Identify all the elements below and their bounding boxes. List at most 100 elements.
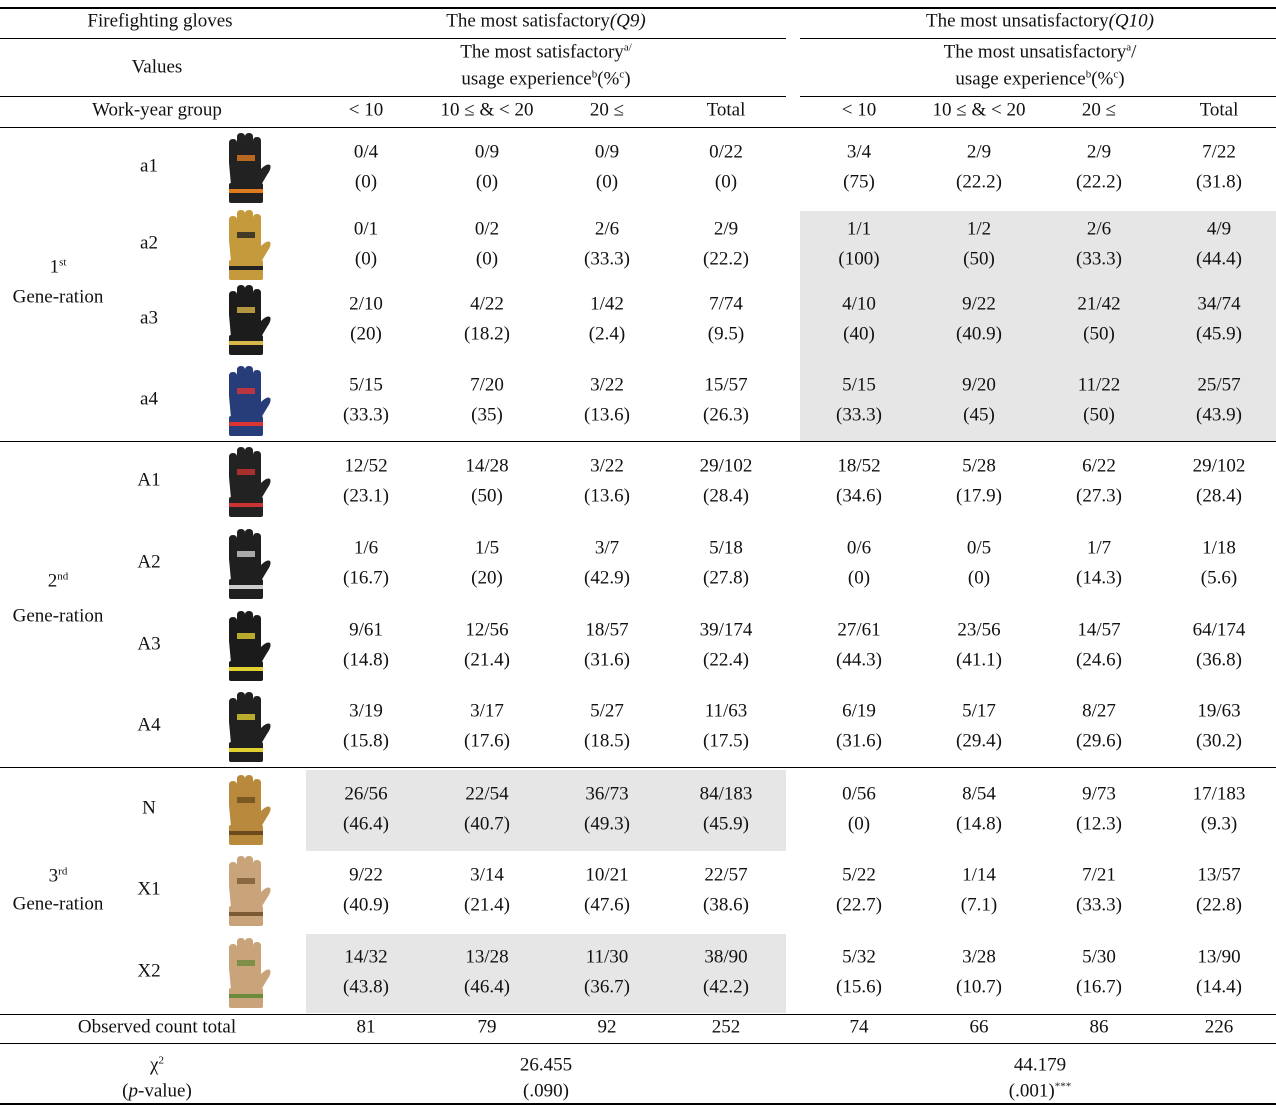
glove-id: X2 [137, 960, 161, 982]
count-cell: 1/1 [846, 218, 872, 240]
observed-cell: 252 [711, 1016, 741, 1038]
glove-image [229, 210, 271, 280]
glove-id: A3 [137, 633, 161, 655]
count-cell: 5/28 [962, 455, 996, 477]
count-cell: 3/22 [590, 455, 624, 477]
percent-cell: (0) [475, 248, 499, 270]
percent-cell: (17.5) [703, 730, 749, 752]
ordinal: 3 [48, 865, 59, 887]
count-cell: 14/57 [1077, 619, 1121, 641]
count-cell: 4/9 [1206, 218, 1232, 240]
percent-cell: (17.6) [464, 730, 510, 752]
count-cell: 22/54 [465, 783, 509, 805]
percent-cell: (0) [967, 567, 991, 589]
percent-cell: (44.3) [836, 649, 882, 671]
count-cell: 0/56 [842, 783, 876, 805]
count-cell: 34/74 [1197, 293, 1241, 315]
glove-image [229, 611, 271, 681]
text: / [1131, 41, 1137, 63]
percent-cell: (49.3) [584, 813, 630, 835]
count-cell: 1/2 [966, 218, 992, 240]
values-line: The most satisfactorya/ [460, 42, 632, 65]
values-line: The most unsatisfactorya/ [944, 42, 1137, 65]
superscript: 2 [158, 1054, 164, 1067]
count-cell: 9/61 [349, 619, 383, 641]
percent-cell: (16.7) [1076, 976, 1122, 998]
ordinal: 1 [49, 256, 60, 278]
header-text: The most unsatisfactory [926, 10, 1109, 32]
glove-image [229, 447, 271, 517]
count-cell: 8/54 [962, 783, 996, 805]
glove-id: A4 [137, 714, 161, 736]
percent-cell: (42.9) [584, 567, 630, 589]
count-cell: 2/6 [594, 218, 620, 240]
percent-cell: (75) [843, 171, 875, 193]
count-cell: 2/10 [349, 293, 383, 315]
header-cell: The most satisfactory(Q9) [446, 11, 645, 34]
percent-cell: (41.1) [956, 649, 1002, 671]
generation-ordinal: 3rd [49, 866, 68, 889]
percent-cell: (14.3) [1076, 567, 1122, 589]
count-cell: 64/174 [1192, 619, 1246, 641]
chi-value: 44.179 [1013, 1054, 1067, 1076]
percent-cell: (45.9) [703, 813, 749, 835]
count-cell: 5/15 [349, 374, 383, 396]
count-cell: 5/27 [590, 700, 624, 722]
count-cell: 9/73 [1082, 783, 1116, 805]
count-cell: 22/57 [704, 864, 748, 886]
generation-label: Gene-ration [12, 893, 104, 915]
highlight [306, 934, 786, 1013]
percent-cell: (14.8) [343, 649, 389, 671]
count-cell: 12/56 [465, 619, 509, 641]
count-cell: 4/10 [842, 293, 876, 315]
observed-cell: 66 [969, 1016, 989, 1038]
superscript: c [619, 68, 625, 81]
count-cell: 0/5 [966, 537, 992, 559]
generation-ordinal: 2nd [48, 571, 69, 594]
percent-cell: (50) [1083, 323, 1115, 345]
percent-cell: (0) [714, 171, 738, 193]
ordinal-suffix: nd [57, 570, 69, 583]
text: (% [1091, 68, 1114, 90]
count-cell: 0/2 [474, 218, 500, 240]
percent-cell: (40.9) [956, 323, 1002, 345]
percent-cell: (43.9) [1196, 404, 1242, 426]
glove-image [229, 529, 271, 599]
percent-cell: (47.6) [584, 894, 630, 916]
count-cell: 6/22 [1082, 455, 1116, 477]
count-cell: 0/1 [353, 218, 379, 240]
percent-cell: (40.7) [464, 813, 510, 835]
percent-cell: (22.8) [1196, 894, 1242, 916]
p-value-label: (p-value) [122, 1081, 192, 1104]
count-cell: 11/30 [585, 946, 629, 968]
percent-cell: (30.2) [1196, 730, 1242, 752]
percent-cell: (22.2) [956, 171, 1002, 193]
percent-cell: (21.4) [464, 649, 510, 671]
rule [0, 1043, 1276, 1044]
count-cell: 19/63 [1197, 700, 1241, 722]
percent-cell: (40.9) [343, 894, 389, 916]
percent-cell: (44.4) [1196, 248, 1242, 270]
chi-symbol: χ2 [150, 1055, 164, 1078]
text: usage experience [955, 68, 1086, 90]
percent-cell: (33.3) [584, 248, 630, 270]
count-cell: 1/7 [1086, 537, 1112, 559]
count-cell: 8/27 [1082, 700, 1116, 722]
count-cell: 9/20 [962, 374, 996, 396]
header-cell: Firefighting gloves [87, 10, 233, 32]
count-cell: 3/28 [962, 946, 996, 968]
percent-cell: (45.9) [1196, 323, 1242, 345]
rule [0, 96, 786, 97]
percent-cell: (0) [595, 171, 619, 193]
glove-image [229, 133, 271, 203]
text: -value) [138, 1080, 192, 1102]
ordinal: 2 [47, 570, 58, 592]
percent-cell: (0) [354, 171, 378, 193]
percent-cell: (46.4) [464, 976, 510, 998]
percent-cell: (45) [963, 404, 995, 426]
observed-cell: 86 [1089, 1016, 1109, 1038]
count-cell: 0/22 [709, 141, 743, 163]
rule [800, 96, 1276, 97]
glove-id: X1 [137, 878, 161, 900]
